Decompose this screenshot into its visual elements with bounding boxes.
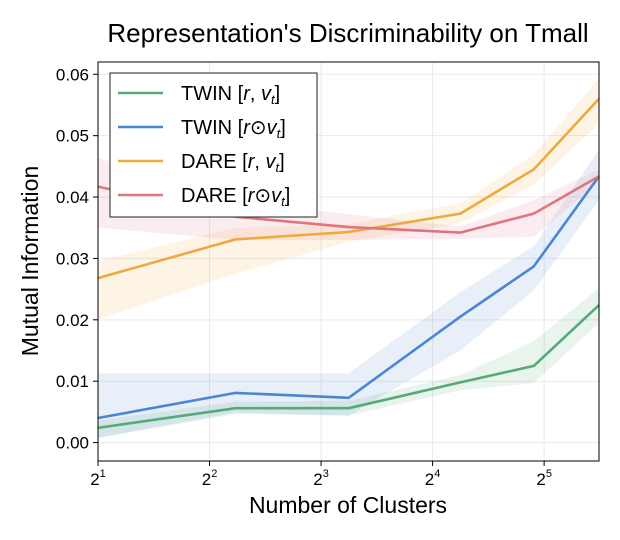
x-tick-base: 2 (313, 470, 322, 489)
x-tick-base: 2 (90, 470, 99, 489)
legend-label: TWIN [r, vt] (181, 83, 280, 107)
x-tick-base: 2 (202, 470, 211, 489)
x-tick-base: 2 (425, 470, 434, 489)
legend: TWIN [r, vt] TWIN [r⊙vt] DARE [r, vt] DARE … (109, 72, 318, 218)
x-tick-label: 24 (425, 468, 441, 489)
series-line (97, 175, 601, 420)
legend-label: DARE [r⊙vt] (181, 185, 290, 209)
y-tick-label: 0.00 (56, 434, 89, 453)
x-tick-exponent: 2 (211, 468, 217, 480)
x-tick-exponent: 1 (100, 468, 106, 480)
legend-box (109, 72, 318, 218)
y-tick-label: 0.04 (56, 188, 89, 207)
x-tick-label: 25 (536, 468, 552, 489)
y-tick-label: 0.03 (56, 249, 89, 268)
x-axis-title: Number of Clusters (249, 492, 447, 518)
x-axis-ticks: 21 22 23 24 25 (90, 461, 552, 489)
plot-frame (97, 61, 600, 462)
y-tick-label: 0.02 (56, 311, 89, 330)
x-tick-label: 22 (202, 468, 218, 489)
y-tick-label: 0.06 (56, 65, 89, 84)
x-tick-exponent: 3 (323, 468, 329, 480)
confidence-band (98, 157, 599, 240)
x-tick-label: 21 (90, 468, 106, 489)
series-line (97, 304, 600, 430)
chart-title: Representation's Discriminability on Tma… (107, 18, 588, 48)
y-tick-label: 0.01 (56, 372, 89, 391)
x-tick-base: 2 (536, 470, 545, 489)
x-tick-label: 23 (313, 468, 329, 489)
confidence-band (98, 78, 599, 320)
y-axis-title: Mutual Information (17, 166, 43, 356)
y-axis-ticks: 0.00 0.01 0.02 0.03 0.04 0.05 0.06 (56, 65, 98, 453)
x-tick-exponent: 4 (434, 468, 440, 480)
legend-label: TWIN [r⊙vt] (181, 117, 286, 141)
x-tick-exponent: 5 (546, 468, 552, 480)
series-line (97, 97, 600, 280)
legend-label: DARE [r, vt] (181, 151, 285, 175)
y-tick-label: 0.05 (56, 127, 89, 146)
